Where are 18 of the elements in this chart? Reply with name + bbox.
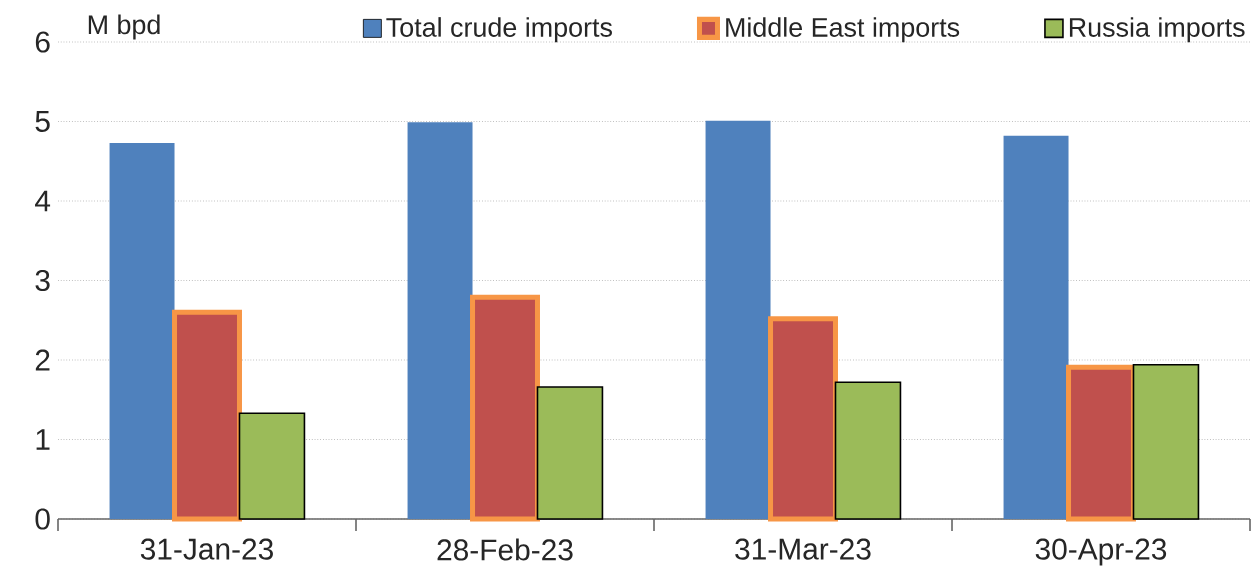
x-tick-label: 30-Apr-23 [1035,538,1167,566]
y-tick-label: 1 [36,429,50,450]
legend-label: Middle East imports [726,17,960,43]
legend-label: Total crude imports [386,17,612,43]
x-tick-label: 31-Mar-23 [735,538,871,560]
y-tick-label: 6 [35,31,50,53]
bar [834,381,902,520]
legend-label: Russia imports [1069,17,1245,43]
y-tick-label: 4 [35,190,51,212]
bar [1003,135,1069,519]
y-tick-label: 0 [35,508,50,530]
bar [705,120,771,519]
y-tick-label: 5 [35,111,50,132]
x-tick-label: 28-Feb-23 [437,538,573,561]
y-axis-title: M bpd [88,14,160,40]
x-tick-label: 31-Jan-23 [140,538,273,560]
y-tick-label: 3 [35,269,50,292]
y-tick-label: 2 [35,349,50,371]
